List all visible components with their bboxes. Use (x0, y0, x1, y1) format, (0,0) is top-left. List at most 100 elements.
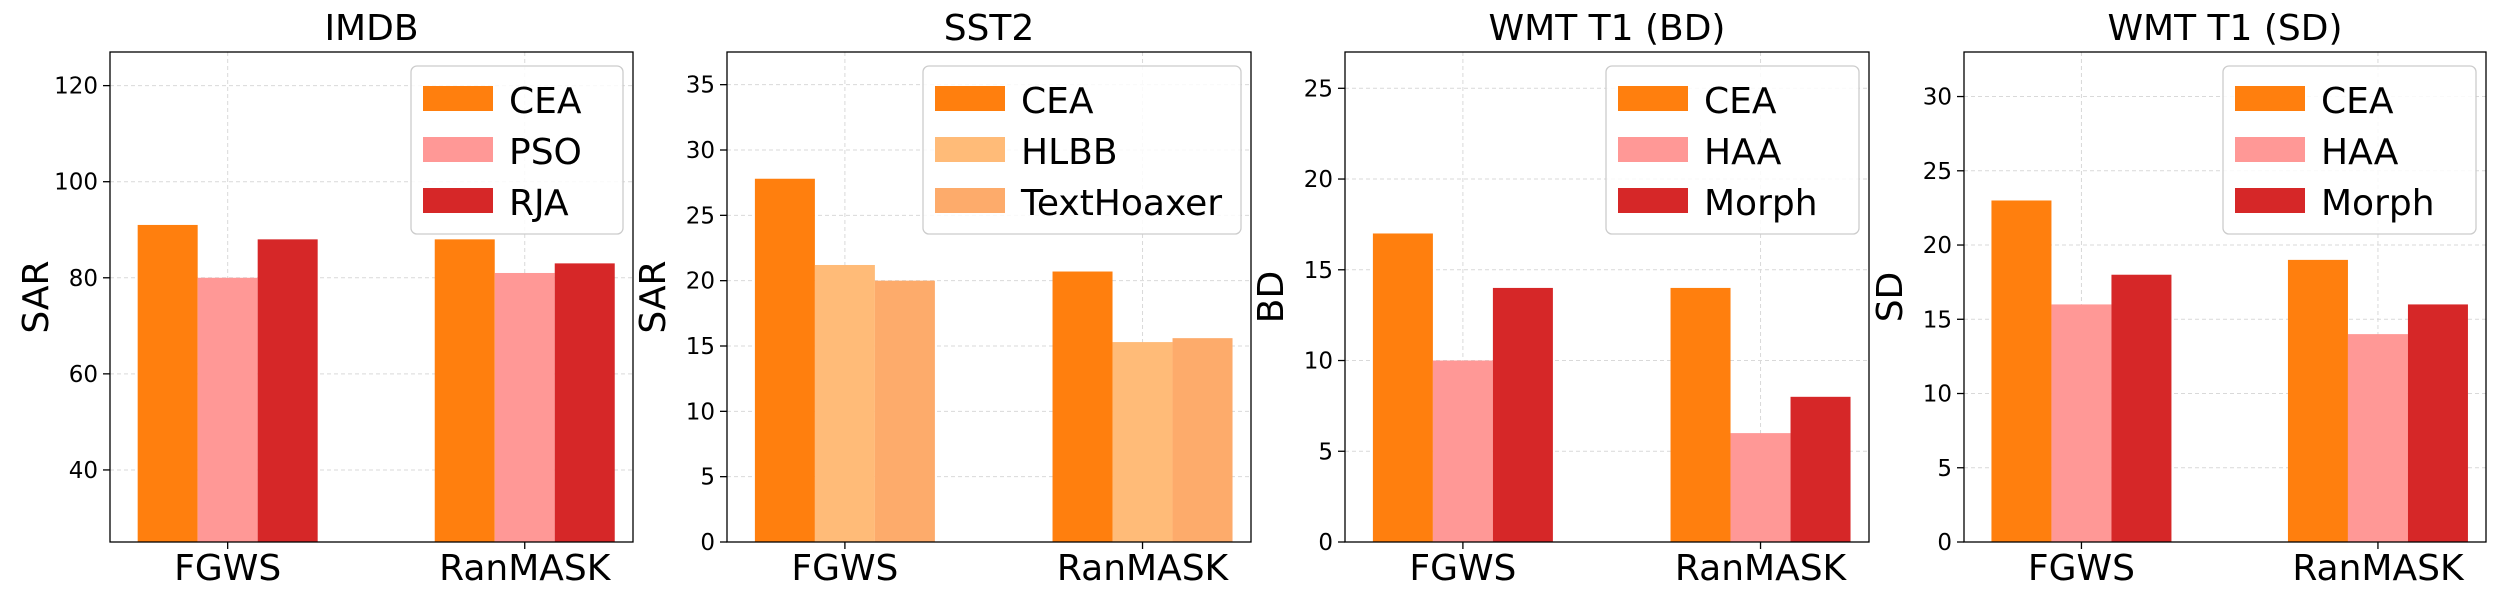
y-tick-label: 120 (54, 74, 98, 100)
y-tick-label: 20 (686, 269, 715, 295)
bar-hlbb-fgws (814, 264, 875, 542)
legend-label-texthoaxer: TextHoaxer (1020, 183, 1222, 224)
bar-haa-ranmask (1730, 433, 1791, 542)
x-tick-label: FGWS (791, 548, 898, 589)
y-tick-label: 35 (686, 73, 715, 99)
legend-label-cea: CEA (509, 81, 582, 122)
bar-pso-fgws (197, 277, 258, 542)
bar-texthoaxer-fgws (874, 280, 935, 542)
legend-label-cea: CEA (1704, 81, 1777, 122)
axes-frame (1963, 51, 2487, 543)
y-axis-label: SD (1870, 272, 1911, 323)
bar-morph-ranmask (2407, 304, 2468, 542)
legend-label-hlbb: HLBB (1021, 132, 1118, 173)
legend-swatch-hlbb (935, 137, 1005, 162)
bar-rja-ranmask (554, 263, 615, 542)
legend-swatch-texthoaxer (935, 188, 1005, 213)
chart-panel-sst2: 0 5 10 15 20 25 30 35 FGWS RanMASK SST2 SAR CEA HLBB T… (633, 8, 1252, 589)
legend: CEA HLBB TextHoaxer (922, 65, 1242, 235)
chart-title: IMDB (324, 8, 418, 49)
legend-label-cea: CEA (1021, 81, 1094, 122)
y-tick-label: 15 (1304, 258, 1333, 284)
bar-cea-ranmask (434, 239, 495, 542)
y-tick-label: 15 (686, 334, 715, 360)
y-tick-label: 5 (1937, 456, 1952, 482)
axes-frame (1344, 51, 1870, 543)
y-tick-label: 40 (69, 458, 98, 484)
bar-morph-ranmask (1790, 396, 1851, 542)
y-tick-label: 20 (1304, 167, 1333, 193)
legend-swatch-haa (2235, 137, 2305, 162)
y-tick-label: 15 (1923, 307, 1952, 333)
chart-panel-wmt-t1-bd: 0 5 10 15 20 25 FGWS RanMASK WMT T1 (BD) BD CEA HAA… (1251, 8, 1870, 589)
legend-label-rja: RJA (509, 183, 569, 224)
y-tick-label: 0 (1937, 530, 1952, 556)
y-tick-label: 25 (686, 203, 715, 229)
bar-morph-fgws (1492, 287, 1553, 542)
legend-label-morph: Morph (1704, 183, 1818, 224)
bar-cea-fgws (137, 224, 198, 543)
bar-pso-ranmask (494, 272, 555, 542)
bar-haa-ranmask (2347, 334, 2408, 542)
y-tick-label: 0 (1318, 530, 1333, 556)
y-tick-label: 10 (1304, 349, 1333, 375)
y-tick-label: 5 (1318, 439, 1333, 465)
bar-haa-fgws (1432, 360, 1493, 542)
x-tick-label: RanMASK (1675, 548, 1848, 589)
y-tick-label: 25 (1923, 159, 1952, 185)
bar-hlbb-ranmask (1112, 342, 1173, 542)
y-tick-label: 0 (700, 530, 715, 556)
y-axis-label: SAR (633, 260, 674, 333)
legend: CEA HAA Morph (2222, 65, 2477, 235)
legend-swatch-rja (423, 188, 493, 213)
y-tick-label: 5 (700, 465, 715, 491)
bar-rja-fgws (257, 239, 318, 542)
bar-cea-ranmask (1670, 287, 1731, 542)
legend: CEA PSO RJA (410, 65, 624, 235)
bar-cea-fgws (1372, 233, 1433, 542)
x-tick-label: RanMASK (1057, 548, 1230, 589)
legend-label-cea: CEA (2321, 81, 2394, 122)
bar-morph-fgws (2111, 274, 2172, 542)
x-tick-label: FGWS (174, 548, 281, 589)
legend: CEA HAA Morph (1605, 65, 1860, 235)
legend-swatch-morph (2235, 188, 2305, 213)
y-tick-label: 10 (1923, 382, 1952, 408)
chart-panel-wmt-t1-sd: 0 5 10 15 20 25 30 FGWS RanMASK WMT T1 (SD) SD CEA H… (1870, 8, 2487, 589)
legend-swatch-cea (2235, 86, 2305, 111)
bar-cea-ranmask (1052, 271, 1113, 542)
chart-title: WMT T1 (BD) (1489, 8, 1726, 49)
legend-swatch-cea (1618, 86, 1688, 111)
legend-label-haa: HAA (1704, 132, 1782, 173)
y-tick-label: 30 (686, 138, 715, 164)
y-tick-label: 20 (1923, 233, 1952, 259)
legend-label-morph: Morph (2321, 183, 2435, 224)
legend-swatch-pso (423, 137, 493, 162)
chart-panel-imdb: 40 60 80 100 120 FGWS RanMASK IMDB SAR CEA PSO RJA (16, 8, 634, 589)
chart-title: WMT T1 (SD) (2107, 8, 2342, 49)
x-tick-label: RanMASK (439, 548, 612, 589)
y-tick-label: 80 (69, 266, 98, 292)
y-axis-label: BD (1251, 271, 1292, 323)
y-axis-label: SAR (16, 260, 57, 333)
bar-cea-fgws (754, 178, 815, 542)
bar-texthoaxer-ranmask (1172, 338, 1233, 542)
legend-swatch-morph (1618, 188, 1688, 213)
bar-cea-fgws (1991, 200, 2052, 542)
x-tick-label: RanMASK (2292, 548, 2465, 589)
legend-label-haa: HAA (2321, 132, 2399, 173)
legend-swatch-cea (935, 86, 1005, 111)
y-tick-label: 25 (1304, 76, 1333, 102)
y-tick-label: 10 (686, 399, 715, 425)
y-tick-label: 60 (69, 362, 98, 388)
legend-label-pso: PSO (509, 132, 582, 173)
legend-swatch-cea (423, 86, 493, 111)
y-tick-label: 30 (1923, 85, 1952, 111)
x-tick-label: FGWS (2028, 548, 2135, 589)
axes-frame (109, 51, 634, 543)
bar-haa-fgws (2051, 304, 2112, 542)
y-tick-label: 100 (54, 170, 98, 196)
bar-cea-ranmask (2287, 259, 2348, 542)
legend-swatch-haa (1618, 137, 1688, 162)
